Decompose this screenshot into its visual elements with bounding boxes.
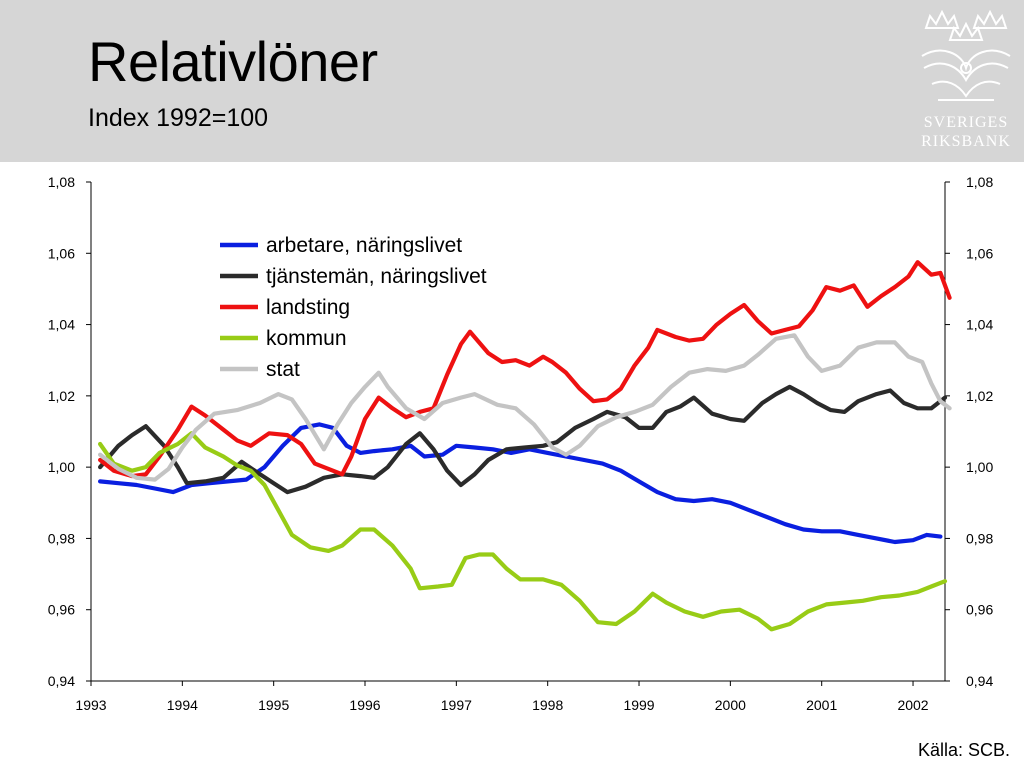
y-tick-label-right: 0,98 (966, 530, 993, 546)
page-title: Relativlöner (88, 30, 378, 93)
series-line-0 (98, 422, 943, 545)
x-tick-label: 1998 (532, 697, 563, 713)
y-tick-label-left: 1,08 (48, 174, 75, 190)
legend-label-1: tjänstemän, näringslivet (266, 265, 487, 288)
y-tick-label-right: 1,08 (966, 174, 993, 190)
x-tick-label: 1993 (75, 697, 106, 713)
y-tick-label-left: 1,06 (48, 245, 75, 261)
y-tick-label-left: 1,02 (48, 388, 75, 404)
y-tick-label-right: 1,02 (966, 388, 993, 404)
y-tick-label-left: 0,94 (48, 673, 75, 689)
y-tick-label-right: 1,06 (966, 245, 993, 261)
x-tick-label: 1997 (441, 697, 472, 713)
legend-label-3: kommun (266, 327, 347, 350)
y-tick-label-right: 0,96 (966, 602, 993, 618)
series-line-2 (98, 260, 952, 479)
x-tick-label: 2002 (897, 697, 928, 713)
series-line-4 (98, 333, 952, 482)
legend-label-4: stat (266, 358, 300, 381)
page-subtitle: Index 1992=100 (88, 104, 269, 132)
y-tick-label-left: 0,96 (48, 602, 75, 618)
x-tick-label: 2001 (806, 697, 837, 713)
x-tick-label: 1994 (167, 697, 198, 713)
x-tick-label: 1995 (258, 697, 289, 713)
x-tick-label: 1996 (349, 697, 380, 713)
source-note: Källa: SCB. (917, 740, 1010, 760)
logo-text-sveriges: SVERIGES (923, 114, 1009, 131)
riksbank-crown-emblem-icon (921, 9, 1011, 101)
x-tick-label: 2000 (715, 697, 746, 713)
x-tick-label: 1999 (623, 697, 654, 713)
y-tick-label-right: 1,00 (966, 459, 993, 475)
legend-label-2: landsting (266, 296, 350, 319)
y-tick-label-left: 0,98 (48, 530, 75, 546)
y-tick-label-left: 1,00 (48, 459, 75, 475)
logo-text-riksbank: RIKSBANK (921, 133, 1011, 150)
y-tick-label-right: 0,94 (966, 673, 993, 689)
legend-label-0: arbetare, näringslivet (266, 234, 462, 257)
y-tick-label-right: 1,04 (966, 317, 993, 333)
y-tick-label-left: 1,04 (48, 317, 75, 333)
header-bar: Relativlöner Index 1992=100 SVERIGES RIK… (0, 0, 1024, 162)
series-line-1 (98, 384, 948, 495)
series-line-3 (98, 431, 948, 632)
riksbank-logo: SVERIGES RIKSBANK (912, 6, 1020, 156)
